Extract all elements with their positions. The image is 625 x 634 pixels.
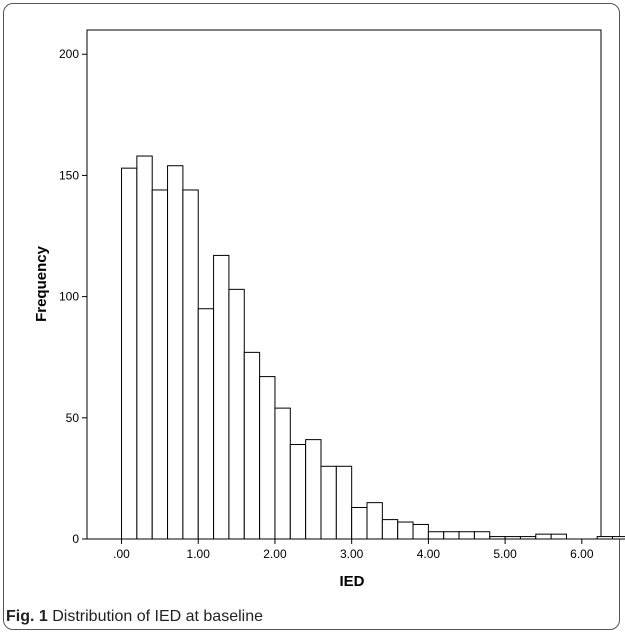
y-axis-title: Frequency (33, 245, 50, 322)
histogram-bar (335, 465, 353, 540)
histogram-bar (167, 165, 184, 540)
caption-text: Distribution of IED at baseline (47, 608, 263, 625)
histogram-bar (489, 536, 506, 540)
histogram-bar (504, 536, 521, 540)
y-tick-label: 0 (72, 532, 79, 546)
x-axis-title: IED (339, 573, 364, 590)
histogram-bar (550, 533, 567, 540)
x-tick-label: 6.00 (570, 547, 594, 561)
histogram-bar (320, 465, 337, 540)
histogram-bar (274, 407, 291, 540)
x-tick-label: .00 (113, 547, 130, 561)
caption-label: Fig. 1 (6, 608, 48, 625)
y-tick-label: 200 (59, 47, 79, 61)
histogram-bar (136, 155, 153, 540)
y-tick-label: 100 (59, 290, 79, 304)
histogram-bar (305, 439, 322, 540)
histogram-bar (213, 254, 230, 540)
histogram-bar (612, 536, 625, 540)
figure-caption: Fig. 1 Distribution of IED at baseline (6, 608, 263, 626)
x-tick-label: 1.00 (187, 547, 211, 561)
histogram-bar (197, 308, 215, 540)
histogram-bar (366, 502, 383, 540)
x-tick-label: 3.00 (340, 547, 364, 561)
y-tick-label: 50 (66, 411, 80, 425)
histogram-bar (351, 506, 368, 540)
histogram-bar (473, 531, 491, 540)
histogram-bar (182, 189, 199, 540)
histogram-bar (596, 536, 614, 540)
y-tick-label: 150 (59, 168, 79, 182)
histogram-bar (289, 443, 307, 540)
histogram-bar (151, 189, 169, 540)
histogram-bar (519, 536, 537, 540)
histogram-chart: .00 1.00 2.00 3.00 4.00 5.00 6.00050100150200 … (33, 29, 625, 590)
histogram-bar (259, 376, 276, 540)
histogram-bar (121, 167, 138, 540)
x-tick-label: 2.00 (263, 547, 287, 561)
histogram-bar (458, 531, 475, 540)
histogram-bar (535, 533, 552, 540)
histogram-bar (412, 523, 429, 540)
histogram-bar (381, 519, 399, 540)
histogram-bar (397, 521, 414, 540)
histogram-bar (443, 531, 460, 540)
x-tick-label: 5.00 (493, 547, 517, 561)
x-tick-label: 4.00 (417, 547, 441, 561)
histogram-bar (243, 351, 261, 540)
histogram-bar (228, 288, 245, 540)
histogram-bar (427, 531, 445, 540)
